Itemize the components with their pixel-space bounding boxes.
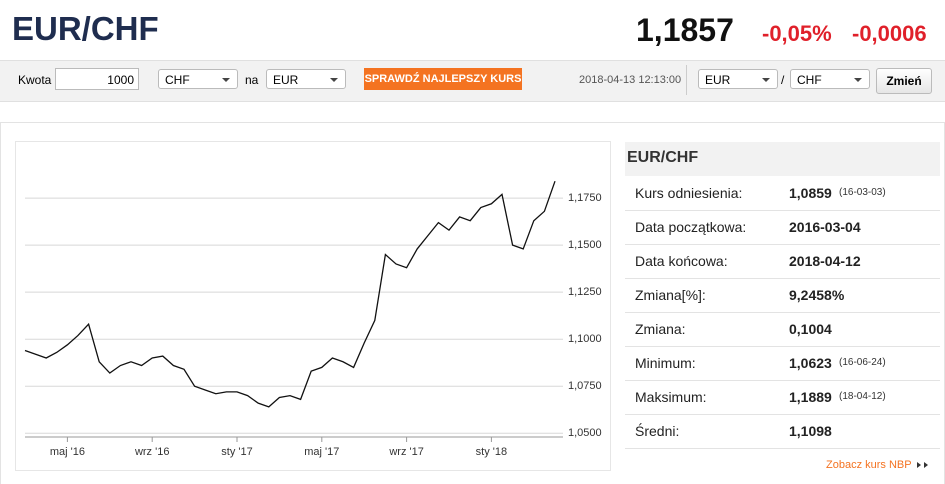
stats-row: Średni: 1,1098 xyxy=(625,414,940,449)
row-value: 1,1889 xyxy=(789,389,832,405)
x-tick-label: sty '17 xyxy=(221,446,252,458)
row-label: Zmiana[%]: xyxy=(635,287,706,303)
x-tick-label: maj '17 xyxy=(304,446,339,458)
pair-from-select[interactable]: EUR xyxy=(698,69,778,89)
chart-border xyxy=(15,141,611,471)
separator: / xyxy=(781,73,785,87)
amount-input[interactable]: 1000 xyxy=(55,68,139,90)
change-button[interactable]: Zmień xyxy=(876,68,932,94)
price: 1,1857 xyxy=(636,12,734,48)
row-label: Średni: xyxy=(635,423,680,439)
y-tick-label: 1,1250 xyxy=(568,286,602,298)
stats-row: Zmiana[%]: 9,2458% xyxy=(625,278,940,313)
y-tick-label: 1,1750 xyxy=(568,192,602,204)
row-value: 1,0623 xyxy=(789,355,832,371)
x-tick-label: maj '16 xyxy=(50,446,85,458)
toolbar: Kwota 1000 CHF na EUR SPRAWDŹ NAJLEPSZY … xyxy=(0,60,945,102)
timestamp: 2018-04-13 12:13:00 xyxy=(579,74,682,86)
stats-row: Data początkowa: 2016-03-04 xyxy=(625,210,940,245)
row-value: 2016-03-04 xyxy=(789,219,861,235)
divider xyxy=(686,65,687,95)
row-label: Zmiana: xyxy=(635,321,686,337)
to-select[interactable]: EUR xyxy=(266,69,346,89)
best-rate-button[interactable]: SPRAWDŹ NAJLEPSZY KURS xyxy=(364,68,522,90)
y-tick-label: 1,1000 xyxy=(568,333,602,345)
stats-row: Kurs odniesienia: 1,0859 (16-03-03) xyxy=(625,176,940,211)
change-percent: -0,05% xyxy=(762,21,832,46)
row-value: 1,0859 xyxy=(789,185,832,201)
y-tick-label: 1,1500 xyxy=(568,239,602,251)
title: EUR/CHF xyxy=(12,10,159,47)
panel-header: EUR/CHF xyxy=(625,142,940,176)
row-value: 0,1004 xyxy=(789,321,832,337)
stats-row: Minimum: 1,0623 (16-06-24) xyxy=(625,346,940,381)
y-tick-label: 1,0500 xyxy=(568,427,602,439)
row-label: Data końcowa: xyxy=(635,253,728,269)
row-value: 1,1098 xyxy=(789,423,832,439)
x-tick-label: wrz '16 xyxy=(134,446,170,458)
amount-label: Kwota xyxy=(18,73,52,87)
row-label: Maksimum: xyxy=(635,389,707,405)
row-label: Minimum: xyxy=(635,355,696,371)
x-tick-label: wrz '17 xyxy=(388,446,424,458)
row-note: (16-06-24) xyxy=(839,357,886,368)
nbp-link-text[interactable]: Zobacz kurs NBP xyxy=(826,459,912,471)
row-note: (16-03-03) xyxy=(839,187,886,198)
stats-row: Zmiana: 0,1004 xyxy=(625,312,940,347)
row-label: Data początkowa: xyxy=(635,219,747,235)
y-tick-label: 1,0750 xyxy=(568,380,602,392)
to-label: na xyxy=(245,73,259,87)
nbp-link[interactable]: Zobacz kurs NBP xyxy=(826,459,931,471)
row-value: 2018-04-12 xyxy=(789,253,861,269)
stats-row: Data końcowa: 2018-04-12 xyxy=(625,244,940,279)
chart: 1,0500 1,0750 1,1000 1,1250 1,1500 1,1750 maj … xyxy=(15,141,611,471)
panel-title: EUR/CHF xyxy=(627,149,699,166)
change: -0,0006 xyxy=(852,21,927,46)
row-label: Kurs odniesienia: xyxy=(635,185,743,201)
price-line xyxy=(24,180,556,408)
pair-to-select[interactable]: CHF xyxy=(790,69,870,89)
stats-row: Maksimum: 1,1889 (18-04-12) xyxy=(625,380,940,415)
row-value: 9,2458% xyxy=(789,287,845,303)
x-tick-label: sty '18 xyxy=(476,446,507,458)
from-select[interactable]: CHF xyxy=(158,69,238,89)
row-note: (18-04-12) xyxy=(839,391,886,402)
